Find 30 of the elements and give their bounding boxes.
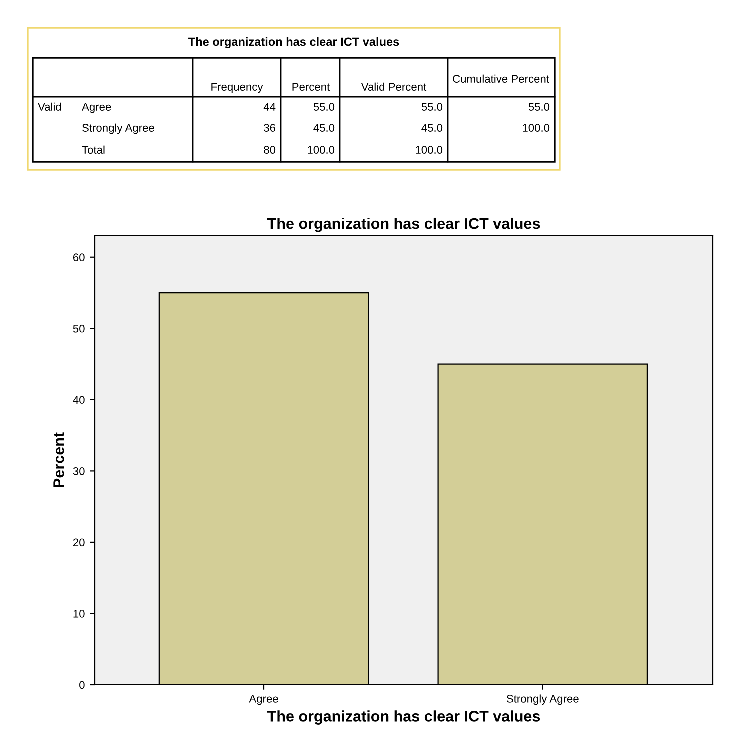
text: The organization has clear ICT values xyxy=(188,37,400,49)
y-tick-label: 0 xyxy=(80,681,85,690)
text: 80 xyxy=(264,146,276,154)
text: 36 xyxy=(264,124,276,132)
text: 100.0 xyxy=(416,146,443,154)
y-tick-label: 60 xyxy=(73,254,85,262)
text: Agree xyxy=(82,103,112,114)
text: 55.0 xyxy=(314,103,335,111)
text: Total xyxy=(82,146,105,154)
y-tick-label: 50 xyxy=(73,324,85,333)
y-tick-label: 40 xyxy=(73,396,85,404)
text: 44 xyxy=(264,103,276,111)
text: 100.0 xyxy=(523,124,550,132)
text: Cumulative Percent xyxy=(453,74,550,83)
x-axis-title: The organization has clear ICT values xyxy=(267,710,540,725)
text: Valid Percent xyxy=(361,82,427,91)
text: Valid xyxy=(38,102,62,111)
text: Percent xyxy=(292,83,330,91)
text: 55.0 xyxy=(528,103,550,111)
text: 45.0 xyxy=(314,124,335,132)
text: Frequency xyxy=(212,83,264,94)
y-tick-label: 20 xyxy=(73,538,85,547)
text: Strongly Agree xyxy=(82,124,154,134)
text: 45.0 xyxy=(422,124,443,132)
y-tick-label: 10 xyxy=(74,610,85,618)
y-axis-title: Percent xyxy=(54,432,64,488)
text: 100.0 xyxy=(308,146,335,154)
chart-title: The organization has clear ICT values xyxy=(267,218,540,232)
y-tick-label: 30 xyxy=(73,467,85,476)
text: 55.0 xyxy=(422,103,443,111)
